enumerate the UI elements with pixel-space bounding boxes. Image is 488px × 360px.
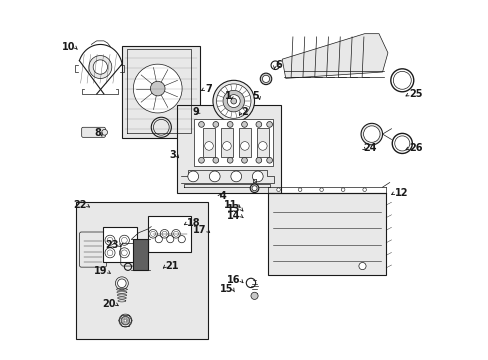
Bar bbox=[102, 226, 137, 262]
Circle shape bbox=[250, 184, 258, 193]
Circle shape bbox=[117, 279, 126, 288]
Circle shape bbox=[241, 122, 247, 127]
Text: 21: 21 bbox=[165, 261, 179, 271]
Circle shape bbox=[150, 81, 164, 96]
Circle shape bbox=[230, 98, 236, 104]
Circle shape bbox=[266, 122, 272, 127]
Bar bbox=[177, 105, 281, 193]
Circle shape bbox=[230, 171, 241, 182]
Circle shape bbox=[252, 171, 263, 182]
Circle shape bbox=[258, 141, 266, 150]
Circle shape bbox=[260, 73, 271, 85]
Circle shape bbox=[341, 188, 344, 192]
Text: 20: 20 bbox=[102, 299, 115, 309]
Circle shape bbox=[255, 157, 261, 163]
Circle shape bbox=[255, 122, 261, 127]
Text: 13: 13 bbox=[227, 204, 241, 214]
Circle shape bbox=[212, 122, 218, 127]
Bar bbox=[239, 128, 250, 157]
Text: 10: 10 bbox=[61, 42, 75, 52]
Text: 16: 16 bbox=[227, 275, 241, 285]
Bar bbox=[257, 128, 268, 157]
Circle shape bbox=[362, 188, 366, 192]
Circle shape bbox=[223, 90, 244, 112]
Circle shape bbox=[251, 186, 257, 191]
Circle shape bbox=[360, 123, 382, 145]
Text: 4: 4 bbox=[219, 191, 225, 201]
Text: 25: 25 bbox=[408, 89, 422, 99]
Circle shape bbox=[241, 157, 247, 163]
Circle shape bbox=[216, 84, 250, 118]
Bar bbox=[122, 46, 200, 138]
Circle shape bbox=[266, 157, 272, 163]
Text: 15: 15 bbox=[219, 284, 233, 294]
Circle shape bbox=[198, 122, 204, 127]
Bar bbox=[267, 193, 386, 275]
Circle shape bbox=[250, 292, 258, 300]
Circle shape bbox=[227, 157, 233, 163]
Circle shape bbox=[115, 277, 128, 290]
Bar bbox=[194, 119, 273, 166]
Circle shape bbox=[209, 171, 220, 182]
Polygon shape bbox=[282, 34, 387, 78]
Circle shape bbox=[319, 188, 323, 192]
Circle shape bbox=[222, 141, 231, 150]
Text: 17: 17 bbox=[193, 225, 206, 235]
Text: 6: 6 bbox=[274, 60, 281, 70]
Circle shape bbox=[133, 64, 182, 113]
Circle shape bbox=[187, 171, 198, 182]
Circle shape bbox=[227, 95, 240, 108]
Text: 3: 3 bbox=[169, 150, 176, 160]
Circle shape bbox=[363, 126, 379, 142]
Text: 7: 7 bbox=[204, 84, 211, 94]
Text: 22: 22 bbox=[73, 200, 86, 210]
Bar bbox=[221, 128, 232, 157]
Bar bbox=[147, 216, 190, 252]
Circle shape bbox=[212, 80, 254, 122]
Text: 2: 2 bbox=[241, 107, 247, 117]
Circle shape bbox=[262, 75, 269, 82]
Bar bbox=[132, 239, 148, 270]
FancyBboxPatch shape bbox=[81, 127, 105, 137]
Text: 1: 1 bbox=[225, 91, 231, 101]
Text: 23: 23 bbox=[104, 239, 118, 249]
Text: 9: 9 bbox=[193, 107, 199, 117]
Text: 19: 19 bbox=[94, 266, 107, 276]
Text: 5: 5 bbox=[252, 91, 258, 101]
Circle shape bbox=[276, 188, 280, 192]
Circle shape bbox=[240, 141, 249, 150]
Circle shape bbox=[93, 60, 107, 74]
Text: 12: 12 bbox=[394, 188, 408, 198]
Text: 14: 14 bbox=[227, 211, 241, 221]
Circle shape bbox=[298, 188, 301, 192]
Bar bbox=[76, 202, 207, 338]
Circle shape bbox=[358, 262, 366, 270]
Circle shape bbox=[204, 141, 213, 150]
Circle shape bbox=[119, 314, 132, 327]
Circle shape bbox=[212, 157, 218, 163]
Text: 18: 18 bbox=[187, 218, 201, 228]
Text: 26: 26 bbox=[408, 143, 422, 153]
Circle shape bbox=[198, 157, 204, 163]
Circle shape bbox=[102, 130, 107, 135]
Circle shape bbox=[121, 316, 129, 325]
Text: 8: 8 bbox=[94, 129, 101, 138]
Bar bbox=[203, 128, 214, 157]
Circle shape bbox=[89, 55, 112, 78]
FancyBboxPatch shape bbox=[80, 232, 106, 267]
Text: 24: 24 bbox=[362, 143, 376, 153]
Text: 11: 11 bbox=[224, 200, 237, 210]
Circle shape bbox=[227, 122, 233, 127]
